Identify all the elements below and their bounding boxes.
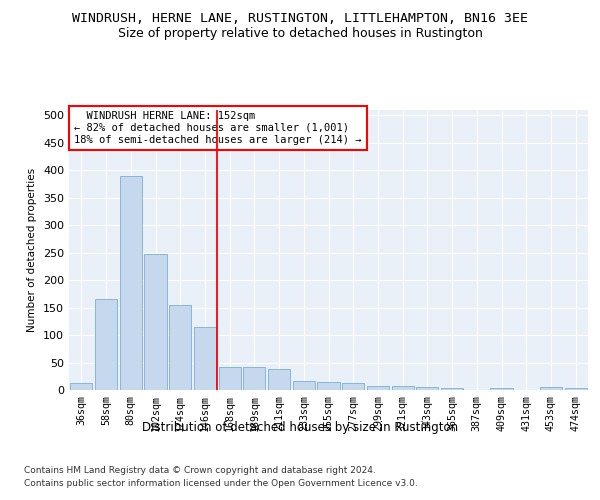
Text: Distribution of detached houses by size in Rustington: Distribution of detached houses by size …: [142, 421, 458, 434]
Bar: [342, 383, 364, 390]
Bar: [565, 388, 587, 390]
Bar: [317, 382, 340, 390]
Bar: [416, 388, 439, 390]
Bar: [293, 380, 315, 390]
Bar: [367, 386, 389, 390]
Bar: [145, 254, 167, 390]
Bar: [169, 305, 191, 390]
Text: WINDRUSH HERNE LANE: 152sqm
← 82% of detached houses are smaller (1,001)
18% of : WINDRUSH HERNE LANE: 152sqm ← 82% of det…: [74, 112, 362, 144]
Bar: [119, 176, 142, 390]
Text: Contains public sector information licensed under the Open Government Licence v3: Contains public sector information licen…: [24, 479, 418, 488]
Bar: [218, 367, 241, 390]
Text: Contains HM Land Registry data © Crown copyright and database right 2024.: Contains HM Land Registry data © Crown c…: [24, 466, 376, 475]
Bar: [392, 386, 414, 390]
Bar: [243, 367, 265, 390]
Text: Size of property relative to detached houses in Rustington: Size of property relative to detached ho…: [118, 28, 482, 40]
Y-axis label: Number of detached properties: Number of detached properties: [28, 168, 37, 332]
Text: WINDRUSH, HERNE LANE, RUSTINGTON, LITTLEHAMPTON, BN16 3EE: WINDRUSH, HERNE LANE, RUSTINGTON, LITTLE…: [72, 12, 528, 26]
Bar: [490, 388, 512, 390]
Bar: [268, 369, 290, 390]
Bar: [441, 388, 463, 390]
Bar: [194, 327, 216, 390]
Bar: [70, 384, 92, 390]
Bar: [95, 300, 117, 390]
Bar: [540, 388, 562, 390]
